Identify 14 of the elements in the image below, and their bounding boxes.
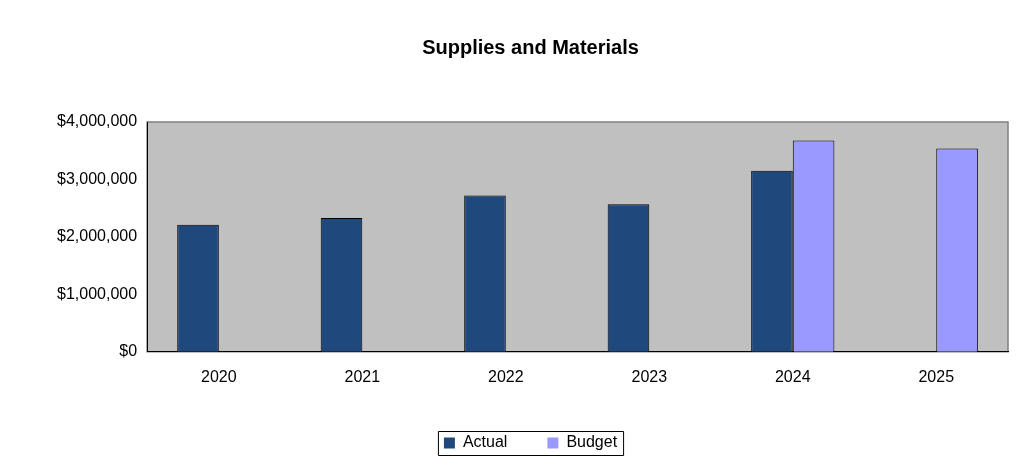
x-tick-label: 2020 <box>201 367 237 385</box>
chart-title: Supplies and Materials <box>422 35 639 58</box>
y-tick-label: $1,000,000 <box>57 284 138 302</box>
y-tick-label: $3,000,000 <box>57 169 138 187</box>
legend-label: Actual <box>462 433 508 451</box>
x-tick-label: 2021 <box>344 367 381 385</box>
x-tick-label: 2022 <box>488 367 524 385</box>
y-tick-label: $2,000,000 <box>57 227 138 245</box>
legend-label: Budget <box>566 433 618 451</box>
x-tick-label: 2025 <box>918 367 955 385</box>
x-tick-label: 2023 <box>631 367 668 385</box>
y-tick-label: $4,000,000 <box>57 112 138 130</box>
x-tick-label: 2024 <box>774 367 811 385</box>
y-tick-label: $0 <box>119 342 138 360</box>
